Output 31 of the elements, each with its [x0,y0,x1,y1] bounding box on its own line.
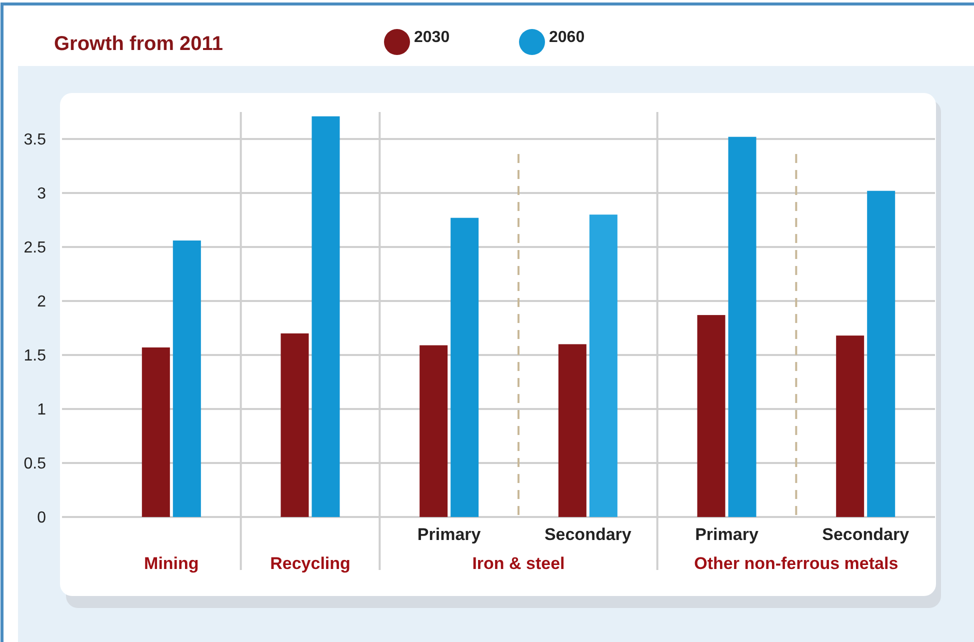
bar [836,336,864,517]
x-tick-label: Mining [144,554,199,573]
x-tick-label: Primary [695,525,759,544]
y-tick-label: 3 [37,186,46,203]
legend-label: 2030 [414,29,450,46]
y-tick-label: 1.5 [24,348,46,365]
bar [280,333,309,517]
y-tick-label: 0.5 [24,456,46,473]
bar [420,345,448,517]
text: Other non-ferrous metals [694,554,898,573]
x-tick-label: Recycling [270,554,350,573]
chart-title: Growth from 2011 [54,33,223,55]
bar [728,136,756,517]
y-tick-label: 3.5 [24,132,46,149]
x-tick-label: Primary [417,525,482,544]
text: Iron & steel [472,554,565,573]
y-tick-label: 0 [37,510,46,527]
bar [558,344,586,517]
x-tick-label: Secondary [544,525,632,544]
legend-label: 2060 [549,29,585,46]
y-tick-label: 1 [37,402,46,419]
bar [697,315,726,517]
y-tick-label: 2.5 [24,240,46,257]
x-tick-label: Secondary [822,525,910,544]
bar [312,116,340,517]
bar [867,190,896,517]
bar [172,240,201,517]
bar [142,347,170,517]
bar [450,218,479,517]
bar [589,214,618,517]
y-tick-label: 2 [37,294,46,311]
